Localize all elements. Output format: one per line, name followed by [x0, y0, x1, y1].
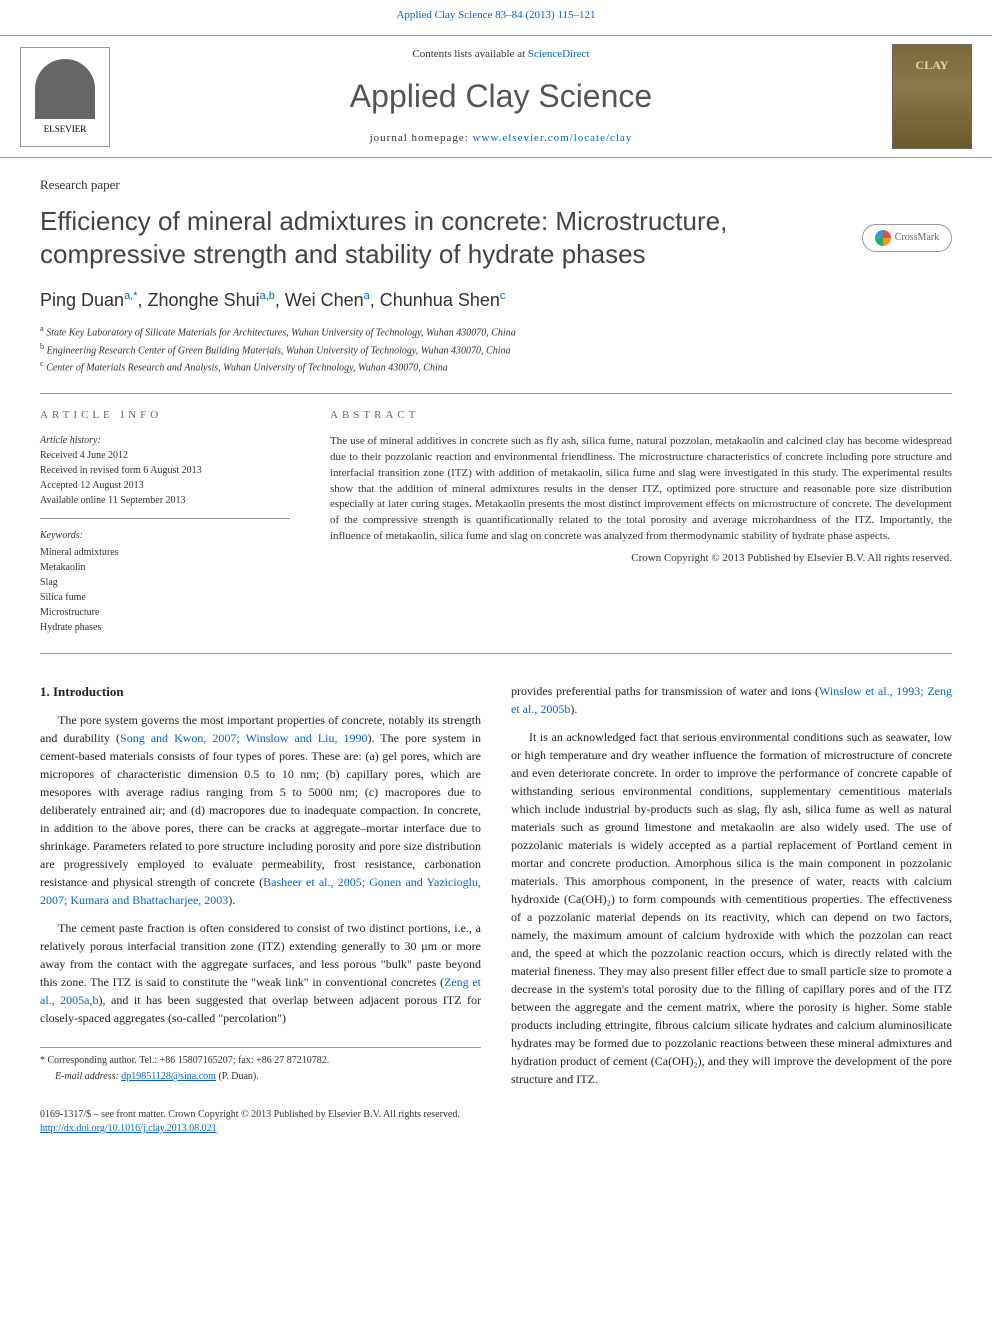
article-info-sidebar: ARTICLE INFO Article history: Received 4… — [40, 408, 290, 634]
homepage-link[interactable]: www.elsevier.com/locate/clay — [473, 132, 633, 144]
sciencedirect-link[interactable]: ScienceDirect — [528, 48, 590, 60]
body-columns: 1. Introduction The pore system governs … — [0, 654, 992, 1098]
abstract-text: The use of mineral additives in concrete… — [330, 434, 952, 546]
column-right: provides preferential paths for transmis… — [511, 682, 952, 1098]
section-1-heading: 1. Introduction — [40, 682, 481, 702]
keyword-item: Hydrate phases — [40, 620, 290, 635]
article-type: Research paper — [0, 158, 992, 194]
article-title: Efficiency of mineral admixtures in conc… — [40, 205, 842, 273]
title-row: Efficiency of mineral admixtures in conc… — [0, 195, 992, 273]
author-2: , Zhonghe Shui — [138, 290, 260, 310]
history-label: Article history: — [40, 434, 290, 448]
ref-link[interactable]: Song and Kwon, 2007; Winslow and Liu, 19… — [120, 731, 367, 745]
doi-link[interactable]: http://dx.doi.org/10.1016/j.clay.2013.08… — [40, 1123, 217, 1134]
elsevier-text: ELSEVIER — [44, 123, 87, 136]
email-link[interactable]: dp19851128@sina.com — [121, 1071, 216, 1082]
email-label: E-mail address: — [55, 1071, 121, 1082]
abstract-column: ABSTRACT The use of mineral additives in… — [330, 408, 952, 634]
keyword-item: Mineral admixtures — [40, 545, 290, 560]
para-2: The cement paste fraction is often consi… — [40, 919, 481, 1027]
abstract-copyright: Crown Copyright © 2013 Published by Else… — [330, 551, 952, 566]
history-item: Accepted 12 August 2013 — [40, 478, 290, 493]
journal-name: Applied Clay Science — [130, 74, 872, 119]
history-item: Received 4 June 2012 — [40, 448, 290, 463]
keywords-label: Keywords: — [40, 529, 290, 543]
corresponding-note: Corresponding author. Tel.: +86 15807165… — [48, 1055, 330, 1066]
footnotes: * Corresponding author. Tel.: +86 158071… — [40, 1047, 481, 1084]
keyword-item: Silica fume — [40, 590, 290, 605]
para-1: The pore system governs the most importa… — [40, 711, 481, 909]
keyword-item: Microstructure — [40, 605, 290, 620]
history-item: Available online 11 September 2013 — [40, 493, 290, 508]
column-left: 1. Introduction The pore system governs … — [40, 682, 481, 1098]
homepage-line: journal homepage: www.elsevier.com/locat… — [130, 131, 872, 146]
contents-line: Contents lists available at ScienceDirec… — [130, 47, 872, 62]
star-icon: * — [40, 1055, 45, 1066]
history-block: Article history: Received 4 June 2012 Re… — [40, 434, 290, 519]
journal-citation[interactable]: Applied Clay Science 83–84 (2013) 115–12… — [0, 0, 992, 35]
affiliation-c: Center of Materials Research and Analysi… — [46, 362, 448, 373]
header-center: Contents lists available at ScienceDirec… — [130, 47, 872, 147]
affiliation-a: State Key Laboratory of Silicate Materia… — [46, 328, 516, 339]
elsevier-logo[interactable]: ELSEVIER — [20, 47, 110, 147]
keyword-item: Slag — [40, 575, 290, 590]
authors: Ping Duana,*, Zhonghe Shuia,b, Wei Chena… — [0, 272, 992, 313]
author-1: Ping Duan — [40, 290, 124, 310]
abstract-heading: ABSTRACT — [330, 408, 952, 423]
article-info-heading: ARTICLE INFO — [40, 408, 290, 423]
para-3: provides preferential paths for transmis… — [511, 682, 952, 718]
author-3: , Wei Chen — [275, 290, 364, 310]
affiliation-b: Engineering Research Center of Green Bui… — [47, 345, 511, 356]
para-4: It is an acknowledged fact that serious … — [511, 728, 952, 1088]
journal-cover-thumbnail[interactable] — [892, 44, 972, 149]
elsevier-tree-icon — [35, 59, 95, 119]
footer: 0169-1317/$ – see front matter. Crown Co… — [0, 1098, 992, 1156]
author-4: , Chunhua Shen — [370, 290, 500, 310]
header-band: ELSEVIER Contents lists available at Sci… — [0, 35, 992, 158]
info-abstract-row: ARTICLE INFO Article history: Received 4… — [0, 394, 992, 634]
history-item: Received in revised form 6 August 2013 — [40, 463, 290, 478]
issn-line: 0169-1317/$ – see front matter. Crown Co… — [40, 1108, 952, 1122]
crossmark-badge[interactable]: CrossMark — [862, 224, 952, 252]
crossmark-icon — [875, 230, 891, 246]
keyword-item: Metakaolin — [40, 560, 290, 575]
affiliations: a State Key Laboratory of Silicate Mater… — [0, 313, 992, 375]
